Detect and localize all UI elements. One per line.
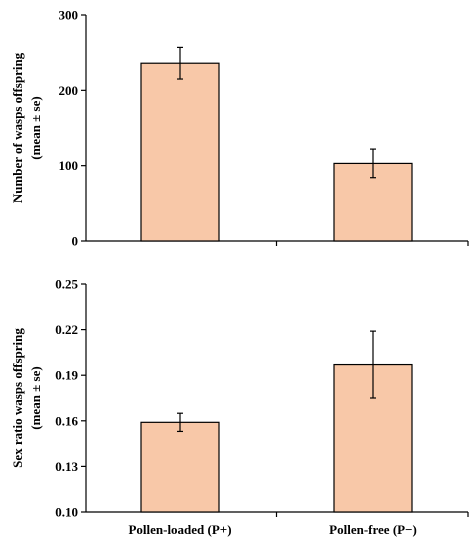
y-axis-title: Number of wasps offspring (10, 52, 25, 203)
y-axis-title: Sex ratio wasps offspring (10, 328, 25, 468)
y-tick-label: 0.10 (55, 505, 78, 520)
y-tick-label: 0.25 (55, 277, 78, 292)
bar (140, 421, 220, 513)
y-tick-label: 0.16 (55, 413, 78, 428)
category-label: Pollen-free (P−) (329, 522, 417, 537)
y-axis-subtitle: (mean ± se) (28, 96, 43, 159)
y-tick-label: 0 (72, 234, 79, 249)
sex-ratio-chart: 0.10 0.13 0.16 0.19 0.22 0.25 Pollen-loaded (P… (10, 277, 469, 537)
y-tick-label: 0.13 (55, 459, 78, 474)
offspring-count-chart: 0 100 200 300 Number of wasps offspring (mean… (10, 8, 469, 249)
y-tick-label: 100 (59, 158, 79, 173)
bar (140, 62, 220, 242)
category-label: Pollen-loaded (P+) (128, 522, 231, 537)
y-tick-label: 300 (59, 8, 79, 23)
y-tick-label: 0.19 (55, 368, 78, 383)
y-tick-label: 200 (59, 83, 79, 98)
y-axis-subtitle: (mean ± se) (28, 366, 43, 429)
y-tick-label: 0.22 (55, 322, 78, 337)
